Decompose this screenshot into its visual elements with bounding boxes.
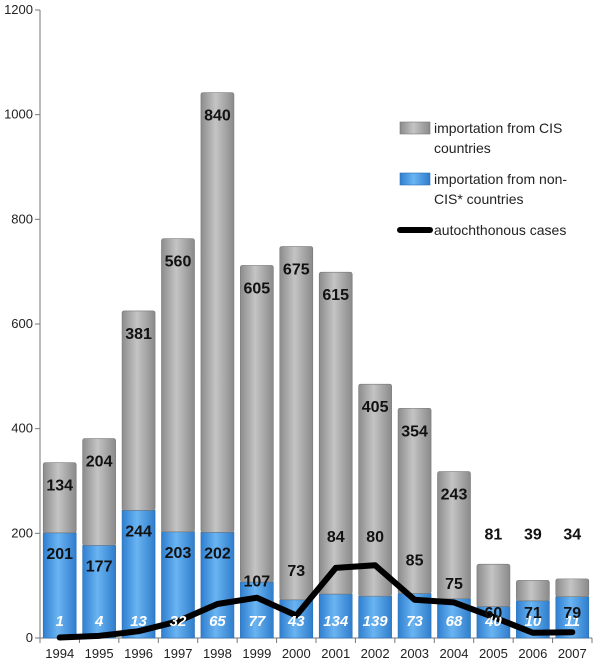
- bar-non-cis: [240, 581, 274, 639]
- y-axis: 0 200 400 600 800 1000 1200: [4, 2, 41, 645]
- x-tick-label: 1997: [164, 646, 193, 661]
- bar-cis: [161, 238, 195, 533]
- y-tick-label: 600: [11, 316, 33, 331]
- label-non-cis: 85: [406, 553, 424, 570]
- label-cis: 243: [441, 487, 468, 504]
- label-cis: 39: [524, 527, 542, 544]
- label-non-cis: 79: [563, 605, 581, 622]
- x-tick-label: 1999: [242, 646, 271, 661]
- label-autochthonous: 32: [170, 613, 187, 630]
- autochthonous-line-layer: [56, 562, 576, 641]
- legend-swatch-non-cis: [399, 172, 431, 186]
- label-autochthonous: 139: [363, 613, 389, 630]
- y-tick-label: 800: [11, 211, 33, 226]
- legend-label: CIS* countries: [434, 191, 523, 207]
- bar-cis: [555, 578, 590, 597]
- y-tick-label: 1000: [4, 107, 33, 122]
- bar-cis: [476, 563, 511, 607]
- label-cis: 134: [46, 478, 73, 495]
- x-tick-label: 2004: [440, 646, 469, 661]
- y-tick-label: 200: [11, 525, 33, 540]
- label-non-cis: 107: [244, 573, 271, 590]
- line-autochthonous: [56, 562, 576, 641]
- label-autochthonous: 65: [209, 613, 226, 630]
- x-tick-label: 2006: [518, 646, 547, 661]
- label-autochthonous: 134: [323, 613, 349, 630]
- label-cis: 81: [485, 527, 503, 544]
- label-non-cis: 203: [165, 545, 192, 562]
- bar-non-cis: [318, 593, 353, 639]
- label-cis: 840: [204, 108, 231, 125]
- bar-cis: [358, 383, 392, 597]
- label-cis: 675: [283, 262, 310, 279]
- bar-non-cis: [200, 531, 235, 639]
- label-cis: 34: [563, 527, 581, 544]
- y-tick-label: 1200: [4, 2, 33, 17]
- bar-cis: [279, 246, 314, 601]
- label-autochthonous: 11: [564, 613, 580, 630]
- label-non-cis: 73: [287, 563, 305, 580]
- bar-cis: [121, 310, 156, 511]
- legend-label: importation from CIS: [434, 120, 562, 136]
- bar-cis: [240, 265, 274, 583]
- legend-label: autochthonous cases: [434, 222, 566, 238]
- label-autochthonous: 10: [525, 613, 542, 630]
- bar-cis: [516, 580, 550, 602]
- y-tick-label: 400: [11, 421, 33, 436]
- x-tick-label: 2002: [361, 646, 390, 661]
- legend-swatch-cis: [399, 121, 431, 135]
- label-cis: 204: [86, 454, 113, 471]
- label-cis: 405: [362, 399, 389, 416]
- bar-non-cis: [358, 595, 392, 639]
- label-non-cis: 75: [445, 576, 463, 593]
- label-non-cis: 201: [46, 546, 73, 563]
- label-non-cis: 71: [524, 605, 542, 622]
- label-non-cis: 84: [327, 529, 345, 546]
- bar-non-cis: [82, 545, 116, 639]
- bar-non-cis: [42, 532, 77, 639]
- bars: [42, 92, 590, 639]
- x-axis: 1994 1995 1996 1997 1998 1999 2000 2001 2002 2003…: [39, 637, 593, 661]
- label-cis: 560: [165, 254, 192, 271]
- x-tick-label: 1998: [203, 646, 232, 661]
- bar-non-cis: [121, 510, 156, 639]
- bar-cis: [397, 407, 432, 594]
- label-non-cis: 177: [86, 558, 113, 575]
- label-non-cis: 80: [366, 529, 384, 546]
- label-non-cis: 202: [204, 545, 231, 562]
- label-autochthonous: 73: [406, 613, 423, 630]
- label-cis: 605: [244, 280, 271, 297]
- bar-cis: [82, 438, 116, 546]
- x-tick-label: 1996: [124, 646, 153, 661]
- label-autochthonous: 13: [130, 613, 147, 630]
- x-tick-label: 2005: [479, 646, 508, 661]
- bar-cis: [42, 462, 77, 534]
- x-tick-label: 2007: [558, 646, 587, 661]
- legend-label: importation from non-: [434, 171, 567, 187]
- label-autochthonous: 68: [446, 613, 463, 630]
- y-tick-label: 0: [26, 630, 33, 645]
- label-autochthonous: 4: [94, 613, 104, 630]
- bar-cis: [437, 471, 471, 600]
- label-non-cis: 244: [125, 523, 152, 540]
- label-cis: 615: [322, 287, 349, 304]
- label-cis: 354: [401, 423, 428, 440]
- bar-cis: [318, 271, 353, 595]
- x-tick-label: 1995: [85, 646, 114, 661]
- legend: importation from CIS countries importation…: [397, 120, 567, 238]
- x-tick-label: 2000: [282, 646, 311, 661]
- label-autochthonous: 43: [287, 613, 305, 630]
- label-non-cis: 60: [485, 605, 503, 622]
- x-tick-label: 2003: [400, 646, 429, 661]
- x-tick-label: 2001: [321, 646, 350, 661]
- label-cis: 381: [125, 326, 152, 343]
- label-autochthonous: 1: [56, 613, 64, 630]
- x-tick-label: 1994: [45, 646, 74, 661]
- data-labels: 1 201 134 4 177 204 13 244 381 32 203 560 65 202 840 77…: [46, 108, 581, 630]
- bar-cis: [200, 92, 235, 533]
- legend-label: countries: [434, 140, 491, 156]
- label-autochthonous: 40: [484, 613, 502, 630]
- label-autochthonous: 77: [249, 613, 266, 630]
